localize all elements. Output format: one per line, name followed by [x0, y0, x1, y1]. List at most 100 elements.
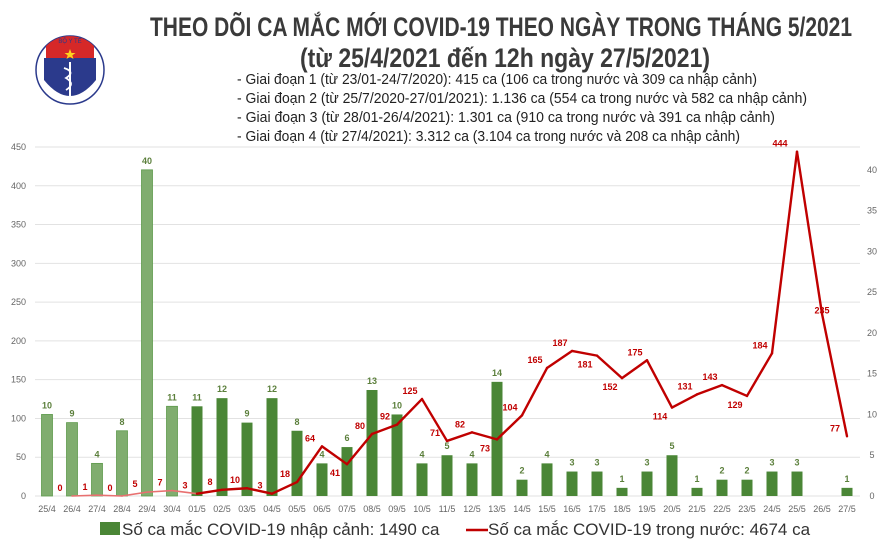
x-tick-label: 13/5 [488, 504, 506, 514]
line-segment-domestic [245, 487, 274, 495]
line-value-label: 7 [157, 478, 162, 488]
line-segment-domestic [670, 393, 699, 409]
bar-value-label: 12 [217, 384, 227, 394]
y-left-tick-label: 250 [11, 297, 26, 307]
bar-imported [216, 398, 228, 496]
bar-value-label: 2 [744, 466, 749, 476]
y-left-tick-label: 150 [11, 375, 26, 385]
y-right-tick-label: 10 [867, 409, 877, 419]
line-segment-domestic [121, 491, 148, 497]
bar-value-label: 4 [94, 449, 99, 459]
bar-imported [191, 406, 203, 496]
line-value-label: 71 [430, 428, 440, 438]
bar-imported [741, 479, 753, 496]
bar-imported [291, 430, 303, 496]
line-value-label: 125 [402, 386, 417, 396]
bar-imported [666, 455, 678, 496]
x-tick-label: 01/5 [188, 504, 206, 514]
y-left-tick-label: 100 [11, 413, 26, 423]
legend-label-domestic: Số ca mắc COVID-19 trong nước: 4674 ca [488, 520, 811, 539]
line-value-label: 10 [230, 475, 240, 485]
line-value-label: 165 [527, 355, 542, 365]
ministry-of-health-logo: BỘ Y TẾ [35, 35, 105, 105]
x-tick-label: 29/4 [138, 504, 156, 514]
line-segment-domestic [195, 488, 224, 495]
line-segment-domestic [795, 150, 824, 315]
bar-value-label: 4 [419, 449, 424, 459]
bar-value-label: 1 [619, 474, 624, 484]
x-tick-label: 05/5 [288, 504, 306, 514]
line-segment-domestic [445, 431, 474, 443]
x-tick-label: 02/5 [213, 504, 231, 514]
bar-value-label: 8 [119, 417, 124, 427]
line-segment-domestic [270, 480, 299, 495]
line-segment-domestic [71, 494, 98, 497]
bar-value-label: 2 [519, 466, 524, 476]
bar-imported [691, 487, 703, 496]
line-segment-domestic [495, 414, 524, 441]
line-segment-domestic [220, 487, 249, 491]
line-value-label: 8 [207, 477, 212, 487]
bar-imported [41, 414, 53, 497]
x-tick-label: 17/5 [588, 504, 606, 514]
x-tick-label: 07/5 [338, 504, 356, 514]
phase-note-2: - Giai đoạn 2 (từ 25/7/2020-27/01/2021):… [237, 91, 807, 107]
bar-imported [391, 414, 403, 496]
bar-value-label: 3 [794, 458, 799, 468]
bar-imported [166, 405, 178, 497]
bar-value-label: 3 [569, 458, 574, 468]
phase-note-4: - Giai đoạn 4 (từ 27/4/2021): 3.312 ca (… [237, 129, 740, 145]
y-left-tick-label: 300 [11, 258, 26, 268]
x-tick-label: 25/5 [788, 504, 806, 514]
bar-imported [591, 471, 603, 496]
line-value-label: 77 [830, 423, 840, 433]
line-segment-domestic [570, 349, 599, 357]
line-segment-domestic [695, 383, 724, 396]
line-value-label: 3 [182, 481, 187, 491]
x-tick-label: 25/4 [38, 504, 56, 514]
x-tick-label: 26/5 [813, 504, 831, 514]
y-right-tick-label: 40 [867, 165, 877, 175]
x-tick-label: 21/5 [688, 504, 706, 514]
bar-imported [716, 479, 728, 496]
bar-value-label: 5 [669, 441, 674, 451]
bar-value-label: 3 [644, 458, 649, 468]
line-value-label: 187 [552, 338, 567, 348]
x-tick-label: 22/5 [713, 504, 731, 514]
y-right-tick-label: 25 [867, 287, 877, 297]
bar-value-label: 8 [294, 417, 299, 427]
bar-imported [366, 389, 378, 496]
line-segment-domestic [745, 352, 774, 398]
legend-label-imported: Số ca mắc COVID-19 nhập cảnh: 1490 ca [122, 520, 440, 539]
y-left-tick-label: 350 [11, 220, 26, 230]
line-value-label: 18 [280, 469, 290, 479]
bar-imported [766, 471, 778, 496]
bar-value-label: 6 [344, 433, 349, 443]
line-value-label: 0 [57, 483, 62, 493]
bar-imported [516, 479, 528, 496]
bar-value-label: 12 [267, 384, 277, 394]
bar-imported [66, 422, 78, 497]
legend: Số ca mắc COVID-19 nhập cảnh: 1490 ca Số… [100, 520, 811, 539]
x-tick-label: 20/5 [663, 504, 681, 514]
bar-value-label: 11 [192, 392, 202, 402]
bar-imported [341, 447, 353, 496]
x-tick-label: 16/5 [563, 504, 581, 514]
line-segment-domestic [320, 445, 349, 466]
bar-imported [841, 487, 853, 496]
line-segment-domestic [420, 397, 449, 443]
x-tick-label: 06/5 [313, 504, 331, 514]
line-segment-domestic [545, 349, 574, 370]
legend-swatch-imported [100, 522, 120, 535]
x-tick-label: 08/5 [363, 504, 381, 514]
x-tick-label: 03/5 [238, 504, 256, 514]
x-tick-label: 27/4 [88, 504, 106, 514]
bar-value-label: 3 [594, 458, 599, 468]
y-right-tick-label: 20 [867, 328, 877, 338]
line-value-label: 5 [132, 479, 137, 489]
y-left-tick-label: 450 [11, 142, 26, 152]
x-tick-label: 30/4 [163, 504, 181, 514]
bar-imported [541, 463, 553, 496]
y-right-tick-label: 5 [869, 450, 874, 460]
